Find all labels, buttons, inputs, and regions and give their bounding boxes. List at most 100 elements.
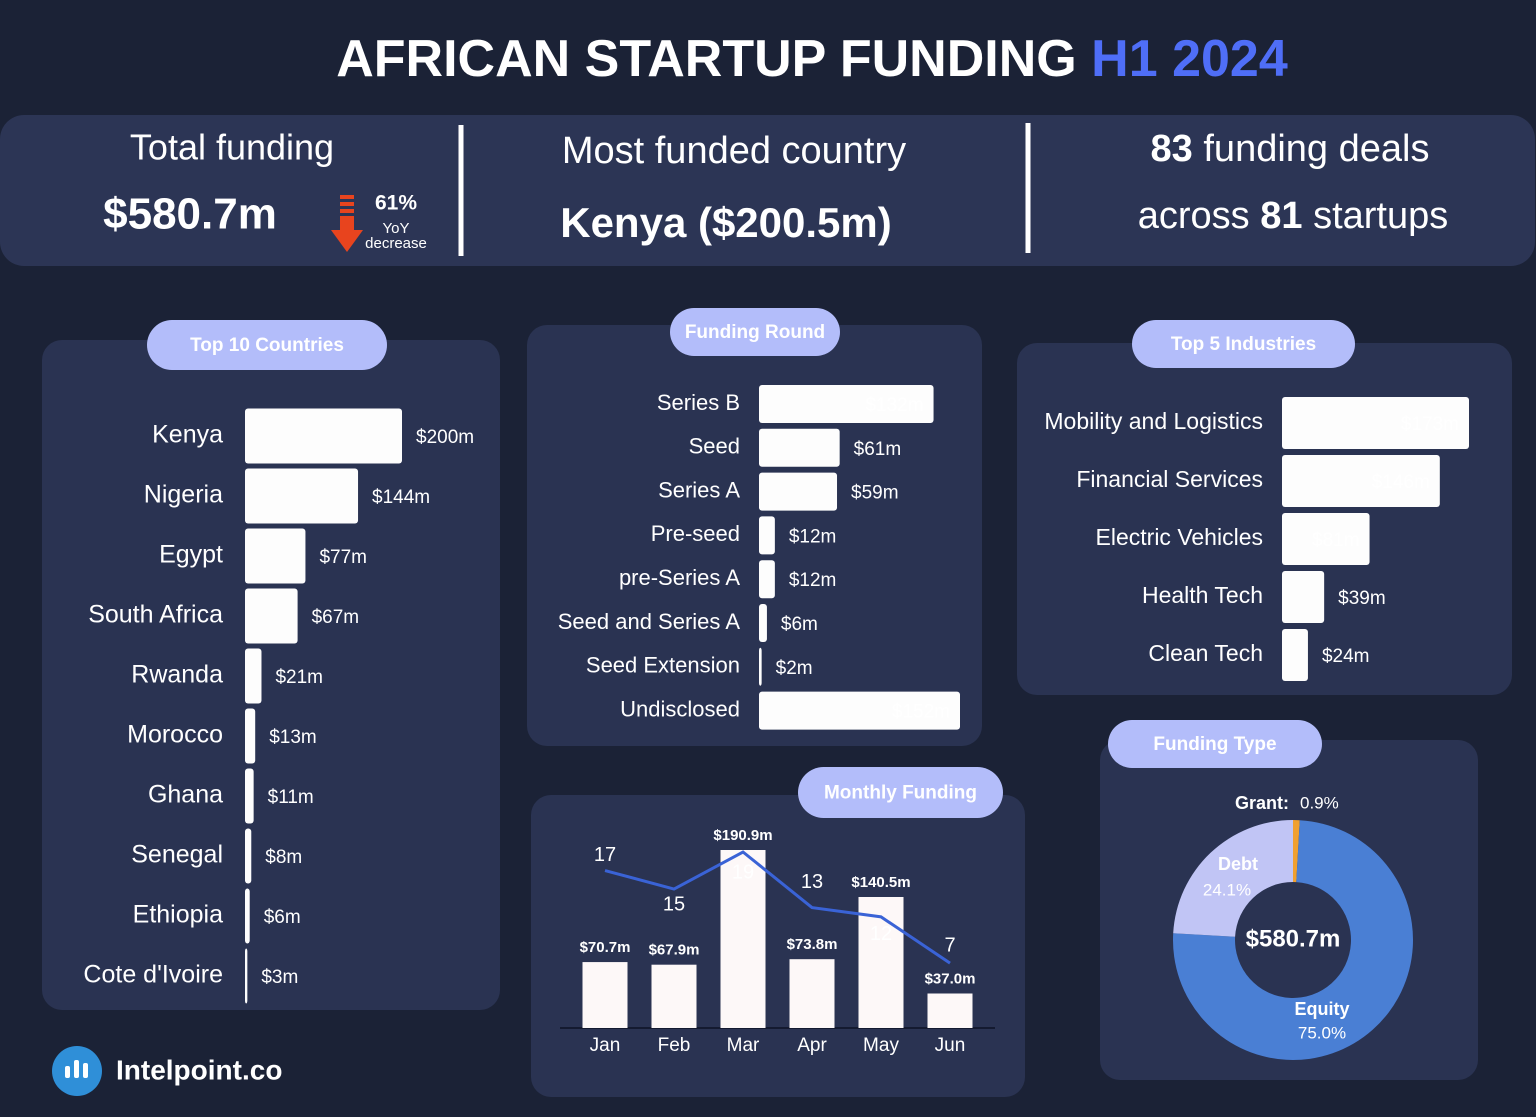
value-label: $12m	[789, 526, 837, 547]
value-label: $6m	[781, 614, 818, 635]
kpi-startups: across 81 startups	[1138, 195, 1449, 237]
panel	[42, 340, 500, 1010]
category-label: Undisclosed	[620, 696, 740, 721]
decrease-arrow	[331, 195, 363, 252]
bar	[1282, 629, 1308, 681]
category-label: pre-Series A	[619, 565, 740, 590]
panel-title: Funding Round	[685, 322, 825, 343]
deals-text: funding deals	[1203, 128, 1429, 170]
value-label: $152m	[892, 702, 950, 723]
category-label: Senegal	[131, 841, 223, 869]
value-label: $144m	[372, 487, 430, 508]
value-label: $11m	[268, 787, 314, 808]
bar	[759, 647, 762, 686]
bar	[245, 648, 262, 704]
value-label: $3m	[261, 967, 298, 988]
category-label: South Africa	[88, 601, 223, 629]
bar	[245, 828, 252, 884]
category-label: Seed and Series A	[558, 609, 741, 634]
donut-slice	[1173, 820, 1413, 1060]
value-label: $13m	[269, 727, 317, 748]
donut-center: $580.7m	[1246, 925, 1341, 952]
x-tick-label: May	[863, 1035, 899, 1056]
bar	[245, 768, 254, 824]
slice-value: 24.1%	[1203, 880, 1251, 899]
slice-name: Debt	[1218, 854, 1258, 874]
x-tick-label: Jun	[935, 1035, 966, 1056]
value-label: $173m	[1401, 414, 1459, 435]
category-label: Ghana	[148, 781, 223, 809]
panel-title: Funding Type	[1153, 734, 1276, 755]
line-label: 13	[801, 871, 823, 893]
category-label: Morocco	[127, 721, 223, 749]
category-label: Financial Services	[1076, 466, 1263, 492]
slice-value: 0.9%	[1300, 793, 1339, 812]
x-tick-label: Apr	[797, 1035, 827, 1056]
value-label: $39m	[1338, 588, 1386, 609]
value-label: $70.7m	[580, 939, 631, 956]
value-label: $21m	[275, 667, 323, 688]
category-label: Rwanda	[131, 661, 223, 689]
category-label: Nigeria	[144, 481, 223, 509]
x-tick-label: Jan	[590, 1035, 621, 1056]
line-label: 7	[944, 934, 955, 956]
line-label: 19	[732, 861, 754, 883]
category-label: Series B	[657, 390, 740, 415]
panel-pill	[1108, 720, 1322, 768]
bar	[245, 528, 306, 584]
panel-pill	[670, 308, 840, 356]
panel-pill	[147, 320, 387, 370]
donut-slice	[1173, 820, 1293, 937]
bar	[1282, 571, 1325, 623]
panel-title: Top 5 Industries	[1171, 334, 1316, 355]
title-highlight: H1 2024	[1091, 30, 1288, 88]
panel-title: Top 10 Countries	[190, 335, 344, 356]
bar	[245, 468, 359, 524]
slice-value: 75.0%	[1298, 1023, 1346, 1042]
title: AFRICAN STARTUP FUNDING H1 2024	[336, 30, 1288, 88]
value-label: $67.9m	[649, 942, 700, 959]
bar	[759, 604, 767, 642]
category-label: Cote d'Ivoire	[83, 961, 223, 989]
value-label: $59m	[851, 483, 899, 504]
kpi-value: Kenya ($200.5m)	[560, 199, 892, 246]
bar	[720, 850, 766, 1028]
line-label: 15	[663, 893, 685, 915]
bar	[245, 888, 250, 944]
category-label: Egypt	[159, 541, 223, 569]
category-label: Electric Vehicles	[1096, 524, 1263, 550]
kpi-change-direction: decrease	[365, 235, 427, 252]
kpi-change-unit: YoY	[383, 220, 410, 237]
startups-prefix: across	[1138, 195, 1250, 237]
panel	[1017, 343, 1512, 695]
value-label: $146m	[1372, 472, 1430, 493]
bar	[759, 516, 775, 555]
bar	[759, 385, 934, 423]
value-label: $8m	[265, 847, 302, 868]
bar	[759, 472, 838, 511]
startups-count: 81	[1260, 195, 1302, 237]
panel-title: Monthly Funding	[824, 783, 977, 804]
bar	[245, 948, 248, 1004]
value-label: $77m	[319, 547, 367, 568]
bar	[582, 962, 628, 1028]
category-label: Kenya	[152, 421, 223, 449]
value-label: $73.8m	[787, 936, 838, 953]
kpi-deals: 83 funding deals	[1151, 128, 1430, 170]
bar	[1282, 455, 1440, 507]
line	[604, 850, 951, 965]
category-label: Mobility and Logistics	[1044, 408, 1263, 434]
value-label: $132m	[865, 395, 923, 416]
value-label: $200m	[416, 427, 474, 448]
value-label: $12m	[789, 570, 837, 591]
category-label: Health Tech	[1142, 582, 1263, 608]
startups-text: startups	[1313, 195, 1448, 237]
slice-name: Grant:	[1235, 793, 1289, 813]
donut-slice	[1293, 820, 1300, 883]
category-label: Seed	[689, 434, 740, 459]
bar	[759, 691, 960, 730]
x-tick-label: Mar	[727, 1035, 760, 1056]
value-label: $81m	[1312, 530, 1360, 551]
kpi-value: $580.7m	[103, 190, 277, 239]
